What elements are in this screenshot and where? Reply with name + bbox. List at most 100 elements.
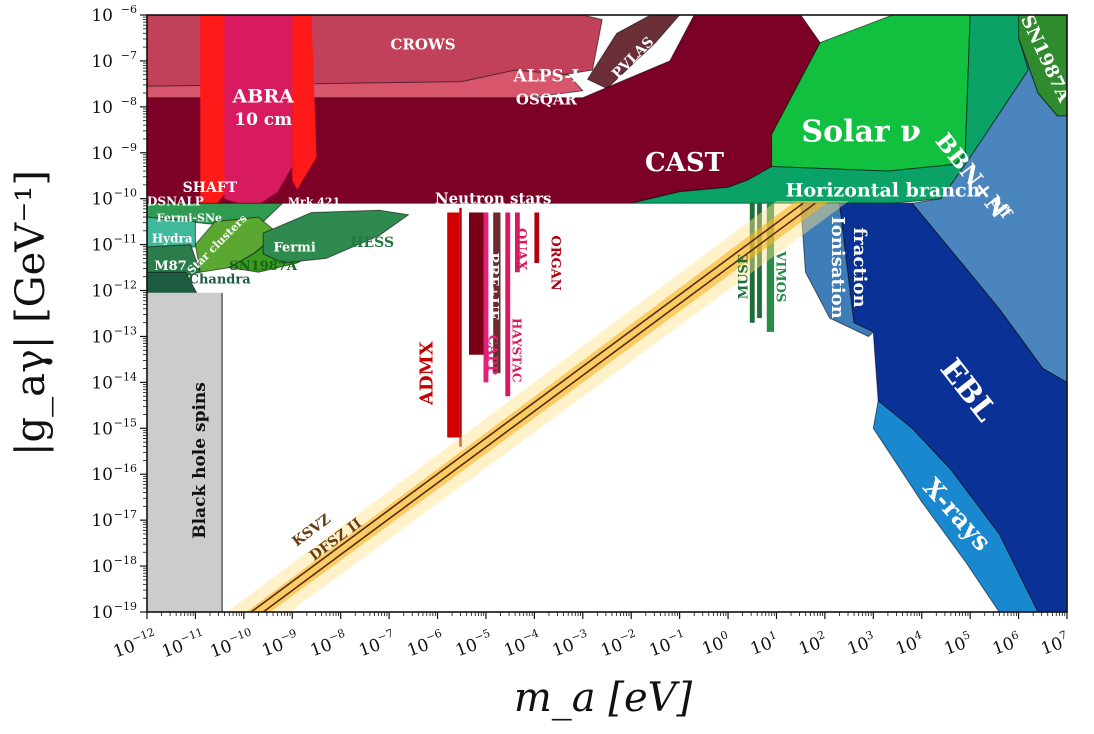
region-label: CAPP: [484, 335, 499, 375]
x-tick-label: 100: [698, 628, 733, 659]
haystac-strip: [505, 212, 511, 397]
y-tick-label: 10: [91, 419, 113, 439]
y-tick-label: 10: [91, 373, 113, 393]
region-label: ADMX: [417, 341, 438, 406]
region-label: Black hole spins: [190, 382, 210, 539]
region-label: ALPS-I: [513, 67, 580, 87]
model-line: [250, 202, 804, 612]
region-label: OSQAR: [516, 91, 578, 109]
qcd-axion-band: [226, 201, 850, 612]
organ-strip: [534, 212, 540, 263]
admx-strip: [447, 212, 460, 438]
region-label: Ionisation: [827, 216, 848, 318]
shaft-region-2: [292, 15, 317, 190]
x-tick-label: 10−12: [110, 625, 160, 662]
qcd-band-inner: [246, 201, 830, 612]
x-tick-label: 105: [941, 628, 976, 659]
x-tick-label: 10−5: [452, 627, 495, 662]
y-tick-exponent: −11: [114, 233, 137, 246]
region-label: CROWS: [390, 35, 455, 53]
x-tick-label: 104: [892, 628, 927, 659]
region-label: HAYSTAC: [510, 318, 524, 382]
model-line: [262, 202, 816, 612]
y-tick-exponent: −8: [121, 95, 137, 108]
xrays-region: [872, 399, 1039, 612]
region-label: Horizontal branch: [786, 179, 981, 201]
y-tick-exponent: −16: [114, 462, 137, 475]
x-tick-label: 10−3: [549, 627, 592, 662]
y-tick-exponent: −17: [114, 508, 137, 521]
region-label: SN1987A: [229, 259, 297, 274]
shaft-region: [200, 15, 225, 213]
admx-strip-2: [459, 207, 462, 447]
region-label: SHAFT: [183, 180, 238, 196]
fermi-region: [262, 209, 410, 264]
region-label: Fermi: [274, 241, 316, 256]
region-label: Hydra: [152, 231, 193, 245]
region-label: ABRA: [232, 85, 295, 107]
x-tick-label: 10−7: [355, 627, 398, 662]
x-tick-label: 101: [747, 628, 782, 659]
rbf-strip-2: [493, 212, 501, 374]
region-label: VIMOS: [772, 250, 787, 302]
y-tick-exponent: −18: [114, 554, 137, 567]
y-tick-label: 10: [91, 236, 113, 256]
x-tick-label: 10−9: [258, 627, 301, 662]
x-tick-label: 106: [989, 628, 1024, 659]
y-tick-exponent: −13: [114, 324, 137, 337]
x-tick-label: 107: [1037, 628, 1072, 659]
y-tick-label: 10: [91, 465, 113, 485]
y-tick-exponent: −12: [114, 279, 137, 292]
y-tick-exponent: −9: [121, 141, 137, 154]
region-label: 10 cm: [234, 110, 292, 130]
y-tick-label: 10: [91, 327, 113, 347]
y-tick-exponent: −6: [121, 3, 137, 16]
y-axis-title: |g_aγ| [GeV⁻¹]: [8, 170, 54, 456]
region-label: Mrk 421: [288, 196, 340, 209]
ionisation-region: [800, 202, 875, 338]
region-label: Fermi-SNe: [157, 212, 222, 225]
y-tick-label: 10: [91, 52, 113, 72]
region-label: ORGAN: [547, 235, 562, 290]
exclusion-regions: [147, 15, 1067, 612]
region-label: fraction: [849, 228, 870, 308]
y-tick-exponent: −7: [121, 49, 137, 62]
y-tick-exponent: −10: [114, 187, 137, 200]
y-tick-label: 10: [91, 98, 113, 118]
region-label: Neutron stars: [435, 189, 552, 207]
y-tick-exponent: −19: [114, 600, 137, 613]
region-label: RBF+UF: [484, 252, 500, 319]
region-label: MUSE: [736, 254, 751, 299]
x-tick-label: 10−2: [597, 627, 640, 662]
region-label: DSNALP: [147, 195, 204, 209]
x-axis-title: m_a [eV]: [514, 675, 693, 721]
plot-frame: [146, 14, 1068, 613]
y-tick-label: 10: [91, 557, 113, 577]
y-tick-exponent: −14: [114, 370, 137, 383]
y-tick-exponent: −15: [114, 416, 137, 429]
x-tick-label: 10−10: [207, 625, 257, 662]
quax-strip: [515, 212, 520, 273]
rbf-uf-strip: [469, 212, 484, 355]
y-tick-label: 10: [91, 282, 113, 302]
region-label: Chandra: [189, 273, 252, 288]
x-tick-label: 103: [844, 628, 879, 659]
capp-strip: [483, 212, 489, 383]
region-label: M87: [154, 259, 186, 274]
y-tick-label: 10: [91, 603, 113, 623]
x-tick-label: 10−8: [307, 627, 350, 662]
abra-region: [224, 15, 293, 208]
x-tick-label: 10−1: [646, 627, 689, 662]
region-label: Solar ν: [801, 114, 921, 149]
x-tick-label: 102: [795, 628, 830, 659]
x-tick-label: 10−11: [158, 625, 208, 662]
y-tick-label: 10: [91, 144, 113, 164]
x-tick-label: 10−4: [500, 627, 543, 662]
y-tick-label: 10: [91, 190, 113, 210]
y-tick-label: 10: [91, 511, 113, 531]
region-label: CAST: [645, 148, 725, 178]
x-tick-label: 10−6: [404, 627, 447, 662]
